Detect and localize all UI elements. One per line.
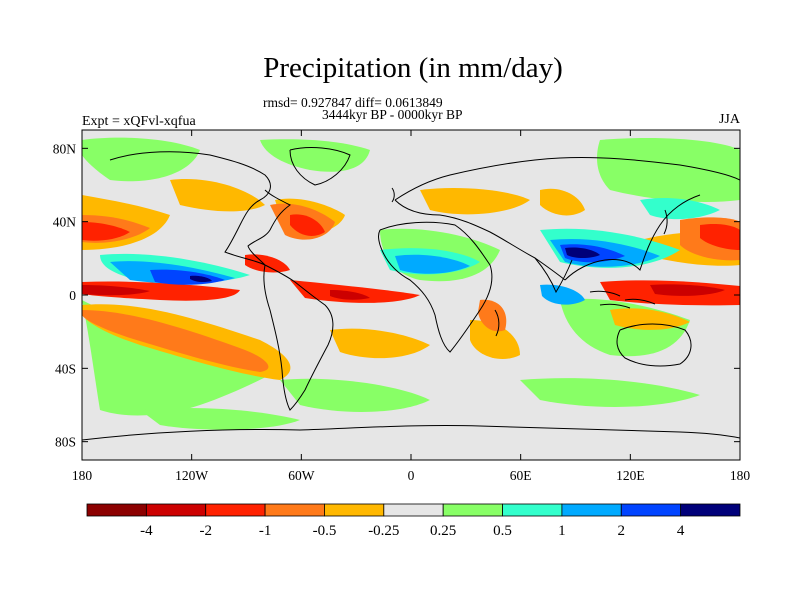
field-patch (520, 378, 700, 407)
plot-title: Precipitation (in mm/day) (263, 52, 563, 84)
colorbar-swatch (145, 503, 207, 517)
colorbar-label: -0.5 (313, 523, 337, 539)
x-tick-label: 60W (288, 468, 315, 483)
coastline-antarctica (82, 424, 740, 441)
coastline-eurasia (394, 156, 740, 281)
field-patch (82, 222, 130, 241)
colorbar-label: -1 (259, 523, 272, 539)
y-tick-label: 40S (55, 361, 76, 376)
colorbar-label: -0.25 (368, 523, 399, 539)
field-patch (170, 179, 265, 212)
experiment-label: Expt = xQFvl-xqfua (82, 114, 196, 129)
coastline-japan (663, 209, 668, 235)
x-tick-label: 0 (408, 468, 415, 483)
field-patch (82, 137, 200, 182)
rmsd-diff-stats: rmsd= 0.927847 diff= 0.0613849 (263, 95, 443, 110)
field-patch (82, 285, 150, 296)
x-tick-label: 120W (175, 468, 208, 483)
field-patch (395, 254, 470, 274)
field-patch (540, 284, 585, 305)
colorbar-swatch (264, 503, 325, 517)
field-patch (640, 198, 720, 220)
field-patch (565, 247, 600, 258)
field-patch (245, 254, 290, 273)
coastline-north-america (109, 151, 291, 266)
colorbar-swatch (442, 503, 503, 517)
field-patch (597, 138, 740, 202)
y-tick-label: 0 (69, 288, 76, 303)
colorbar-label: 2 (618, 523, 626, 539)
colorbar-swatch (383, 503, 444, 517)
field-patch (470, 320, 520, 360)
y-tick-label: 40N (53, 215, 77, 230)
field-patch (82, 281, 240, 301)
season-label: JJA (718, 112, 740, 127)
field-patch (260, 139, 370, 172)
colorbar: -4 -2 -1 -0.5 -0.25 0.25 0.5 1 2 4 (86, 503, 741, 539)
x-tick-label: 180 (72, 468, 93, 483)
field-patch (700, 223, 740, 250)
x-tick-label: 120E (616, 468, 645, 483)
coastline-uk (391, 187, 395, 203)
colorbar-swatch (205, 503, 266, 517)
field-patch (610, 308, 690, 330)
colorbar-label: -4 (140, 523, 153, 539)
field-patch (650, 284, 725, 296)
coastline-australia (616, 323, 692, 367)
precip-anomaly-fields (82, 137, 740, 430)
colorbar-label: 4 (677, 523, 685, 539)
coastline-india (534, 257, 573, 294)
field-patch (290, 214, 325, 236)
time-period-label: 3444kyr BP - 0000kyr BP (322, 107, 463, 122)
colorbar-label: -2 (199, 523, 212, 539)
field-patch (330, 328, 430, 359)
coastline-madagascar (494, 309, 500, 337)
y-tick-label: 80N (53, 141, 77, 156)
colorbar-swatch (502, 503, 563, 517)
field-patch (140, 408, 300, 430)
colorbar-swatch (680, 503, 741, 517)
field-patch (330, 290, 370, 300)
field-patch (280, 378, 430, 412)
x-tick-label: 60E (510, 468, 532, 483)
colorbar-label: 0.25 (430, 523, 456, 539)
coastline-greenland (289, 147, 351, 186)
field-patch (540, 188, 585, 216)
coastlines (82, 147, 740, 441)
field-patch (82, 310, 269, 372)
x-tick-label: 180 (730, 468, 751, 483)
field-patch (190, 275, 212, 283)
y-tick-label: 80S (55, 435, 76, 450)
colorbar-swatch (561, 503, 622, 517)
colorbar-swatch (86, 503, 147, 517)
colorbar-swatch (324, 503, 385, 517)
colorbar-label: 1 (558, 523, 566, 539)
map-axes: 80N 40N 0 40S 80S 180 120W 60W 0 60E 120E 180 (53, 130, 751, 483)
field-patch (290, 280, 420, 303)
field-patch (420, 188, 530, 215)
coastline-south-america (263, 264, 334, 411)
colorbar-label: 0.5 (493, 523, 512, 539)
coastline-africa (378, 221, 493, 353)
coastline-indonesia (589, 290, 656, 309)
colorbar-swatch (620, 503, 682, 517)
